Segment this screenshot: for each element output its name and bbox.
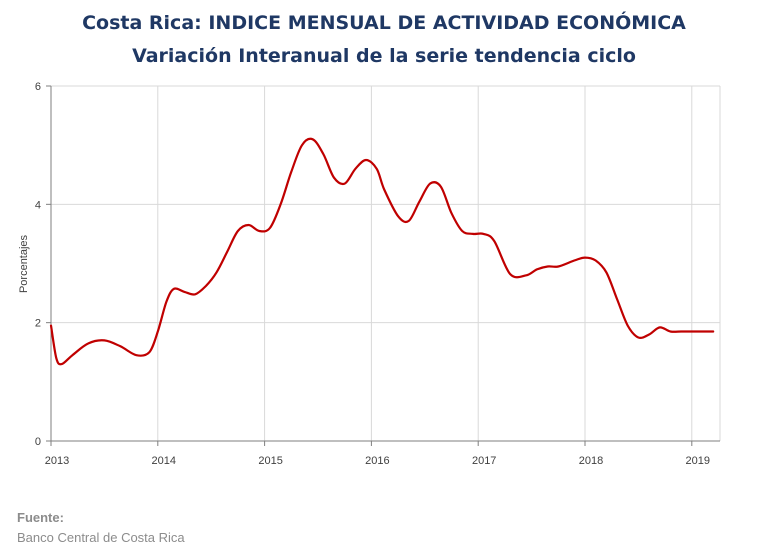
y-tick-label: 6 <box>35 81 41 93</box>
x-tick-label: 2016 <box>365 455 389 467</box>
x-tick-label: 2013 <box>45 455 69 467</box>
footer-label: Fuente: <box>17 510 64 525</box>
line-chart: 0 2 4 6 2013 2014 2015 2016 2017 2018 2019 Porcent… <box>18 81 721 467</box>
tick-labels: 0 2 4 6 2013 2014 2015 2016 2017 2018 2019 <box>35 81 710 467</box>
grid-lines <box>51 85 721 441</box>
y-tick-label: 2 <box>35 318 41 330</box>
footer-source: Banco Central de Costa Rica <box>17 530 185 545</box>
x-tick-label: 2018 <box>579 455 603 467</box>
x-tick-label: 2017 <box>472 455 496 467</box>
axes <box>46 85 720 446</box>
y-axis-label: Porcentajes <box>18 234 30 293</box>
y-tick-label: 4 <box>35 199 41 211</box>
series-line <box>49 137 715 366</box>
x-tick-label: 2014 <box>152 455 176 467</box>
y-tick-label: 0 <box>35 436 41 448</box>
chart-subtitle: Variación Interanual de la serie tendenc… <box>132 45 636 67</box>
x-tick-label: 2015 <box>258 455 282 467</box>
series-group <box>49 137 715 366</box>
x-tick-label: 2019 <box>686 455 710 467</box>
chart-title: Costa Rica: INDICE MENSUAL DE ACTIVIDAD … <box>82 12 686 34</box>
